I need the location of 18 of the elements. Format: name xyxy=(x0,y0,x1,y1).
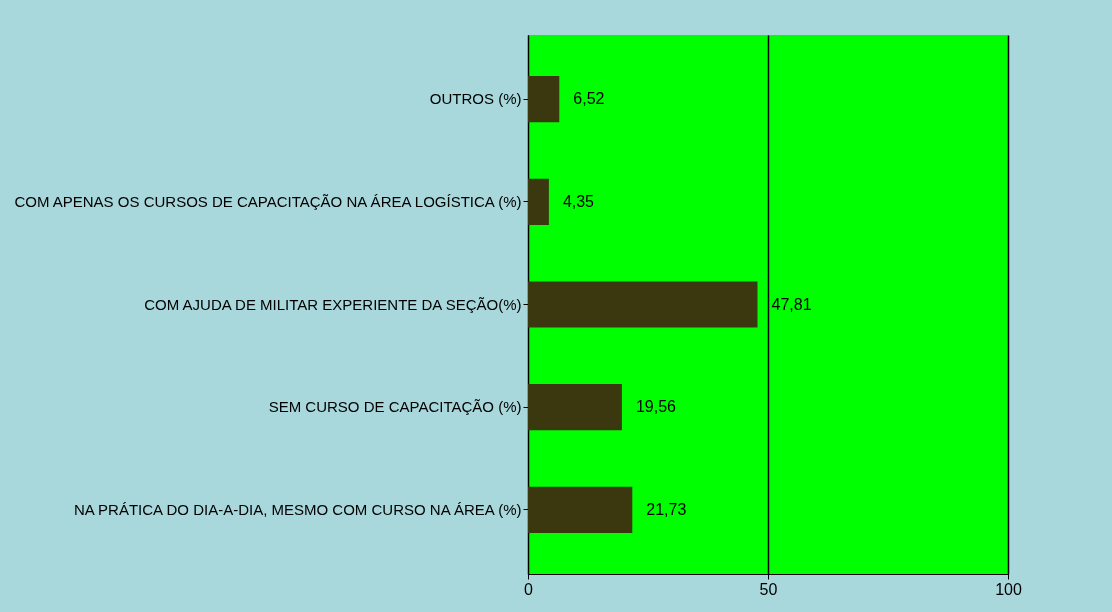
data-label: 6,52 xyxy=(573,90,605,108)
bar xyxy=(528,486,633,533)
bar xyxy=(528,281,758,328)
data-label: 19,56 xyxy=(635,398,677,416)
y-tick-label: COM APENAS OS CURSOS DE CAPACITAÇÃO NA ÁREA LOGÍSTICA (%) xyxy=(14,192,522,210)
y-tick-label: OUTROS (%) xyxy=(429,90,522,108)
x-tick-label: 0 xyxy=(524,580,534,598)
y-tick-label: SEM CURSO DE CAPACITAÇÃO (%) xyxy=(268,398,522,416)
x-tick-label: 100 xyxy=(995,580,1022,598)
data-label: 21,73 xyxy=(646,500,687,518)
x-tick-label: 50 xyxy=(759,580,778,598)
data-label: 4,35 xyxy=(562,192,595,210)
y-tick-label: COM AJUDA DE MILITAR EXPERIENTE DA SEÇÃO(%) xyxy=(144,295,522,313)
bar xyxy=(528,178,549,225)
data-label: 47,81 xyxy=(771,295,812,313)
bar xyxy=(528,76,560,123)
y-tick-label: NA PRÁTICA DO DIA-A-DIA, MESMO COM CURSO NA ÁREA (%) xyxy=(73,500,522,518)
bar xyxy=(528,384,622,431)
